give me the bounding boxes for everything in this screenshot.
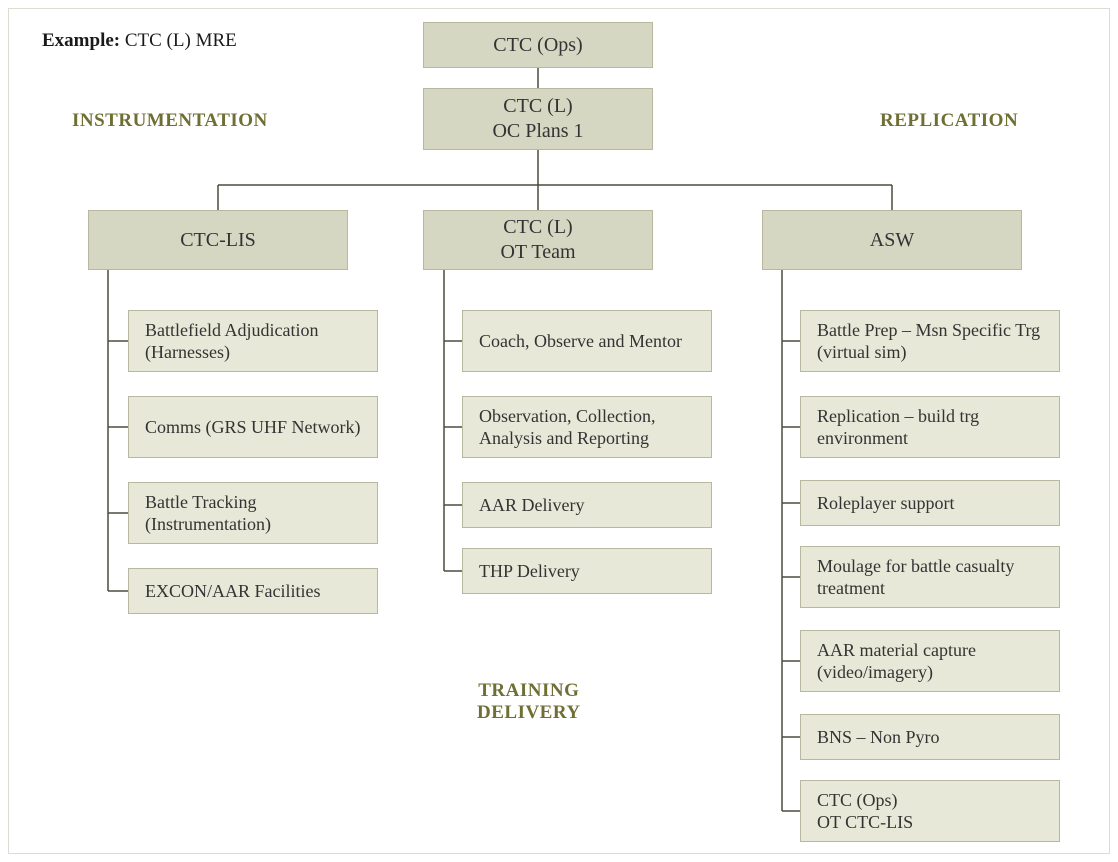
node-label: Battle Tracking (Instrumentation) xyxy=(145,491,365,536)
node-label: EXCON/AAR Facilities xyxy=(145,580,321,603)
node-r2: Replication – build trg environment xyxy=(800,396,1060,458)
node-label: Battle Prep – Msn Specific Trg (virtual … xyxy=(817,319,1047,364)
node-label: Replication – build trg environment xyxy=(817,405,1047,450)
node-l3: Battle Tracking (Instrumentation) xyxy=(128,482,378,544)
heading-training-l2: DELIVERY xyxy=(477,702,581,723)
example-prefix: Example: xyxy=(42,30,120,51)
node-label: CTC (L)OT Team xyxy=(500,215,575,265)
node-ctc_ops: CTC (Ops) xyxy=(423,22,653,68)
node-l1: Battlefield Adjudication (Harnesses) xyxy=(128,310,378,372)
node-label: Moulage for battle casualty treatment xyxy=(817,555,1047,600)
diagram-stage: Example: CTC (L) MRE INSTRUMENTATION REP… xyxy=(0,0,1118,862)
node-label: Roleplayer support xyxy=(817,492,954,515)
node-r4: Moulage for battle casualty treatment xyxy=(800,546,1060,608)
node-r3: Roleplayer support xyxy=(800,480,1060,526)
node-r7: CTC (Ops)OT CTC-LIS xyxy=(800,780,1060,842)
node-m2: Observation, Collection, Analysis and Re… xyxy=(462,396,712,458)
node-l4: EXCON/AAR Facilities xyxy=(128,568,378,614)
node-label: CTC (Ops)OT CTC-LIS xyxy=(817,789,913,834)
node-label: Battlefield Adjudication (Harnesses) xyxy=(145,319,365,364)
node-label: CTC (L)OC Plans 1 xyxy=(492,94,583,144)
node-l2: Comms (GRS UHF Network) xyxy=(128,396,378,458)
node-label: ASW xyxy=(870,228,914,253)
node-label: AAR material capture (video/imagery) xyxy=(817,639,1047,684)
node-r1: Battle Prep – Msn Specific Trg (virtual … xyxy=(800,310,1060,372)
node-label: Observation, Collection, Analysis and Re… xyxy=(479,405,699,450)
example-label: Example: CTC (L) MRE xyxy=(42,30,237,52)
node-label: AAR Delivery xyxy=(479,494,584,517)
node-label: CTC (Ops) xyxy=(493,33,582,58)
heading-replication: REPLICATION xyxy=(880,110,1018,132)
node-label: THP Delivery xyxy=(479,560,580,583)
node-m1: Coach, Observe and Mentor xyxy=(462,310,712,372)
node-ocplans: CTC (L)OC Plans 1 xyxy=(423,88,653,150)
node-r6: BNS – Non Pyro xyxy=(800,714,1060,760)
node-ctc_lis: CTC-LIS xyxy=(88,210,348,270)
heading-training-delivery: TRAINING DELIVERY xyxy=(477,680,581,724)
node-m3: AAR Delivery xyxy=(462,482,712,528)
node-label: Comms (GRS UHF Network) xyxy=(145,416,361,439)
node-label: BNS – Non Pyro xyxy=(817,726,940,749)
node-label: Coach, Observe and Mentor xyxy=(479,330,682,353)
node-m4: THP Delivery xyxy=(462,548,712,594)
node-label: CTC-LIS xyxy=(180,228,256,253)
heading-training-l1: TRAINING xyxy=(478,680,579,701)
node-otteam: CTC (L)OT Team xyxy=(423,210,653,270)
node-r5: AAR material capture (video/imagery) xyxy=(800,630,1060,692)
node-asw: ASW xyxy=(762,210,1022,270)
example-text: CTC (L) MRE xyxy=(125,30,237,51)
heading-instrumentation: INSTRUMENTATION xyxy=(72,110,268,132)
